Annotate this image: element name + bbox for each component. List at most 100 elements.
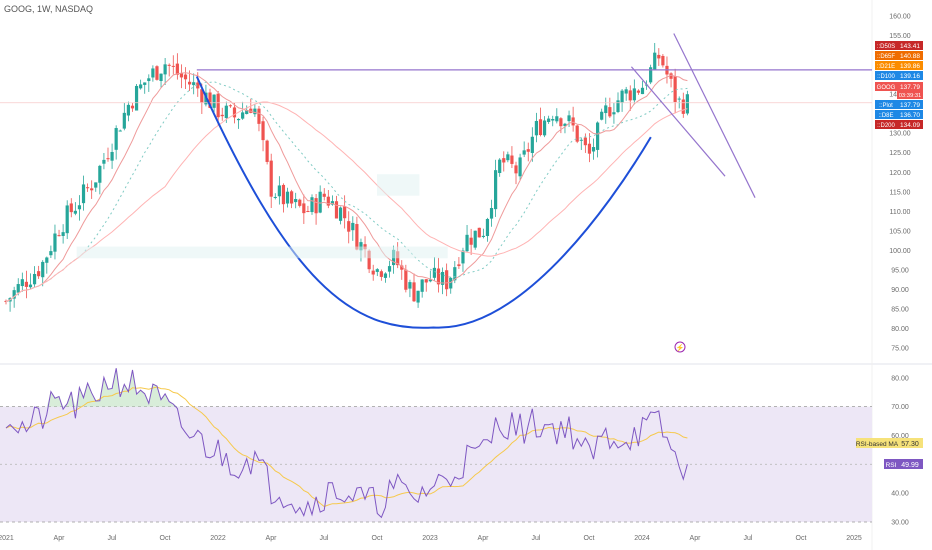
- candle-body: [12, 290, 16, 299]
- time-axis-tick: 2023: [422, 535, 438, 542]
- candle-body: [179, 73, 184, 78]
- candle-body: [661, 55, 665, 66]
- candle-body: [134, 85, 139, 111]
- candle-body: [61, 232, 65, 236]
- candle-body: [424, 279, 428, 283]
- candle-body: [28, 284, 33, 288]
- price-label-name: ::D21E: [877, 64, 895, 70]
- candle-body: [534, 120, 539, 136]
- ma-mid-line: [5, 81, 688, 302]
- candle-body: [685, 94, 689, 114]
- candle-body: [359, 242, 363, 251]
- trendline-lower: [630, 66, 726, 177]
- candle-body: [290, 191, 294, 204]
- candle-body: [167, 64, 171, 66]
- rsi-ma-label-name: RSI-based MA: [856, 441, 899, 448]
- candle-body: [616, 100, 620, 113]
- rsi-ma-label-box: [856, 438, 898, 448]
- candle-body: [57, 235, 61, 237]
- price-label-value-box: [897, 120, 923, 129]
- price-label-value-box: [897, 110, 923, 119]
- candle-body: [314, 198, 318, 214]
- candle-body: [273, 196, 277, 198]
- candle-body: [408, 282, 412, 289]
- rsi-axis-tick: 40.00: [891, 491, 909, 498]
- candle-body: [139, 84, 143, 89]
- candle-body: [469, 237, 473, 245]
- rsi-ma-label-value-box: [898, 438, 923, 448]
- candle-body: [522, 150, 526, 155]
- time-axis-tick: Oct: [160, 535, 171, 542]
- candle-body: [200, 89, 204, 103]
- candle-body: [122, 112, 126, 129]
- candle-body: [502, 158, 506, 163]
- candle-body: [591, 147, 596, 152]
- candle-body: [106, 158, 110, 160]
- price-axis-tick: 125.00: [889, 150, 911, 157]
- price-label-value: 143.41: [900, 43, 920, 50]
- candle-body: [326, 196, 330, 206]
- candle-body: [449, 277, 453, 289]
- rsi-axis-tick: 80.00: [891, 375, 909, 382]
- candle-body: [551, 119, 555, 121]
- time-axis-tick: 2025: [846, 535, 862, 542]
- price-axis-tick: 80.00: [891, 326, 909, 333]
- candle-body: [351, 222, 355, 231]
- candle-body: [294, 199, 298, 203]
- candle-body: [318, 191, 322, 213]
- price-label-name-box: [875, 120, 897, 129]
- rsi-axis-tick: 30.00: [891, 520, 909, 527]
- candle-body: [432, 267, 437, 278]
- ma-fast-line: [5, 72, 688, 302]
- candle-body: [416, 290, 420, 303]
- price-axis-tick: 105.00: [889, 228, 911, 235]
- candle-body: [86, 187, 90, 189]
- price-label-name-box: [875, 71, 897, 80]
- candle-body: [567, 115, 571, 122]
- candle-body: [183, 74, 188, 80]
- price-label-name: GOOG: [877, 85, 896, 91]
- price-label-name: ::Plot: [879, 103, 893, 109]
- candle-body: [542, 120, 547, 136]
- price-label-value: 140.88: [900, 53, 920, 60]
- candle-body: [649, 67, 653, 83]
- candle-body: [620, 90, 624, 103]
- candle-body: [90, 188, 94, 191]
- candle-body: [298, 199, 302, 206]
- candle-body: [583, 137, 587, 146]
- candle-body: [281, 184, 286, 205]
- price-axis-tick: 155.00: [889, 33, 911, 40]
- price-axis-tick: 75.00: [891, 346, 909, 353]
- candle-body: [269, 160, 273, 197]
- candle-body: [171, 65, 175, 67]
- candle-body: [343, 206, 347, 219]
- candle-body: [547, 118, 551, 122]
- candle-body: [555, 116, 559, 122]
- candle-body: [477, 227, 481, 238]
- candle-body: [208, 92, 212, 108]
- price-axis-tick: 100.00: [889, 248, 911, 255]
- candle-body: [81, 184, 86, 204]
- candle-body: [265, 140, 269, 162]
- candle-body: [53, 233, 57, 252]
- candle-body: [530, 136, 534, 153]
- candle-body: [330, 201, 335, 205]
- candle-body: [383, 273, 388, 278]
- candle-body: [220, 114, 224, 117]
- price-label-name-box: [875, 100, 897, 109]
- rsi-label-value: 49.99: [901, 462, 919, 469]
- candle-body: [49, 251, 53, 256]
- candle-body: [494, 170, 498, 210]
- candle-body: [37, 271, 41, 277]
- candle-body: [163, 64, 167, 75]
- candle-body: [600, 111, 604, 120]
- price-axis-tick: 110.00: [890, 209, 911, 216]
- candle-body: [69, 203, 73, 213]
- time-axis-tick: Jul: [532, 535, 541, 542]
- candle-body: [400, 265, 404, 270]
- price-axis-tick: 95.00: [891, 268, 909, 275]
- candle-body: [338, 207, 343, 221]
- candle-body: [367, 250, 371, 270]
- candle-body: [322, 193, 326, 197]
